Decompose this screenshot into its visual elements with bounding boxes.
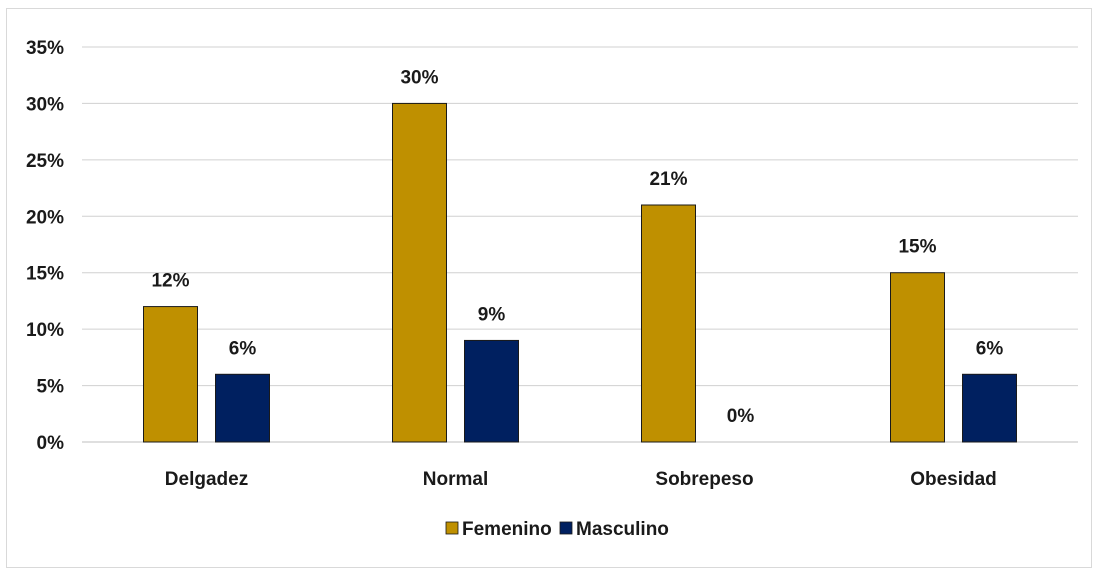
bar — [641, 204, 696, 443]
y-tick-label: 25% — [26, 151, 64, 172]
y-tick-label: 5% — [37, 377, 65, 398]
data-label: 12% — [151, 271, 189, 292]
bar — [215, 373, 270, 443]
category-labels-group: Delgadez Normal Sobrepeso Obesidad — [165, 469, 997, 490]
legend-swatch — [445, 521, 459, 535]
y-tick-label: 30% — [26, 94, 64, 115]
x-category-label: Obesidad — [910, 469, 997, 490]
bar — [392, 102, 447, 443]
x-category-label: Normal — [423, 469, 488, 490]
y-tick-label: 10% — [26, 320, 64, 341]
bar — [143, 306, 198, 443]
y-tick-label: 35% — [26, 38, 64, 59]
y-axis-ticks: 0% 5% 10% 15% 20% 25% 30% 35% — [26, 38, 64, 454]
legend-swatch — [559, 521, 573, 535]
x-category-label: Sobrepeso — [655, 469, 753, 490]
data-label: 6% — [229, 338, 257, 359]
bars-group — [143, 102, 1017, 443]
data-label: 9% — [478, 304, 506, 325]
data-label: 21% — [649, 169, 687, 190]
data-labels-group: 12% 6% 30% 9% 21% 0% 15% 6% — [151, 67, 1003, 427]
bar — [464, 339, 519, 443]
data-label: 0% — [727, 406, 755, 427]
x-category-label: Delgadez — [165, 469, 248, 490]
data-label: 15% — [898, 237, 936, 258]
y-tick-label: 15% — [26, 264, 64, 285]
y-tick-label: 20% — [26, 207, 64, 228]
data-label: 6% — [976, 338, 1004, 359]
data-label: 30% — [400, 67, 438, 88]
bar — [962, 373, 1017, 443]
legend: Femenino Masculino — [445, 519, 669, 540]
y-tick-label: 0% — [37, 433, 65, 454]
bar — [890, 272, 945, 443]
legend-label: Femenino — [462, 519, 552, 540]
legend-label: Masculino — [576, 519, 669, 540]
